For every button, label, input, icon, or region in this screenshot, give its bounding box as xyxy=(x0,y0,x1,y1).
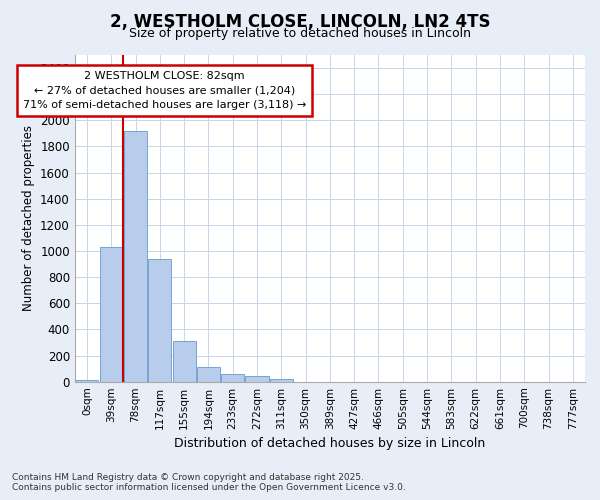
Bar xyxy=(270,379,293,382)
Bar xyxy=(221,374,244,382)
Bar xyxy=(124,131,147,382)
Text: Contains HM Land Registry data © Crown copyright and database right 2025.
Contai: Contains HM Land Registry data © Crown c… xyxy=(12,473,406,492)
X-axis label: Distribution of detached houses by size in Lincoln: Distribution of detached houses by size … xyxy=(174,437,485,450)
Bar xyxy=(173,340,196,382)
Text: 2 WESTHOLM CLOSE: 82sqm  
← 27% of detached houses are smaller (1,204)
71% of se: 2 WESTHOLM CLOSE: 82sqm ← 27% of detache… xyxy=(23,70,307,110)
Bar xyxy=(76,380,98,382)
Y-axis label: Number of detached properties: Number of detached properties xyxy=(22,126,35,312)
Bar xyxy=(100,247,123,382)
Bar xyxy=(245,376,269,382)
Text: 2, WESTHOLM CLOSE, LINCOLN, LN2 4TS: 2, WESTHOLM CLOSE, LINCOLN, LN2 4TS xyxy=(110,12,490,30)
Bar xyxy=(197,368,220,382)
Bar xyxy=(148,259,172,382)
Text: Size of property relative to detached houses in Lincoln: Size of property relative to detached ho… xyxy=(129,28,471,40)
